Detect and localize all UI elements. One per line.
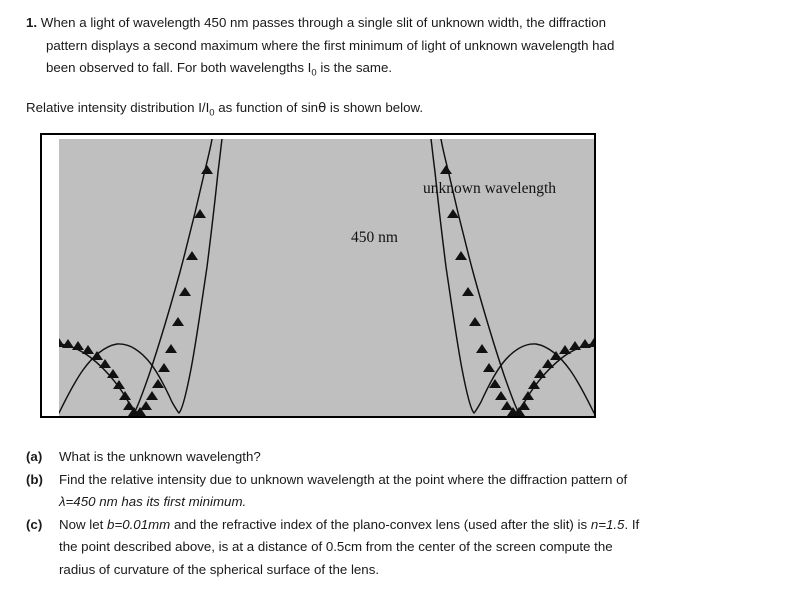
marker-triangle — [123, 401, 135, 410]
marker-triangle — [588, 338, 594, 347]
marker-triangle — [72, 341, 84, 350]
marker-triangle — [179, 287, 191, 296]
question-c: (c) Now let b=0.01mm and the refractive … — [26, 514, 776, 582]
marker-triangle — [501, 401, 513, 410]
problem-line-2: pattern displays a second maximum where … — [46, 37, 615, 53]
marker-triangle — [569, 341, 581, 350]
problem-statement: 1. When a light of wavelength 450 nm pas… — [26, 12, 766, 80]
marker-triangle — [99, 359, 111, 368]
marker-triangle — [550, 351, 562, 360]
marker-triangle — [165, 344, 177, 353]
diffraction-curves-svg — [59, 139, 594, 416]
question-a-tag: (a) — [26, 449, 43, 464]
curve-unknown-right — [440, 139, 594, 414]
problem-line-3-text-a: been observed to fall. For both waveleng… — [46, 60, 312, 76]
question-c-line-2: the point described above, is at a dista… — [59, 539, 613, 555]
curve-450nm-right — [430, 139, 594, 414]
marker-triangle — [528, 380, 540, 389]
marker-triangle — [522, 391, 534, 400]
curve-label-unknown-wavelength: unknown wavelength — [423, 180, 557, 197]
diffraction-figure: unknown wavelength 450 nm — [40, 133, 596, 418]
curve-unknown-left — [59, 139, 213, 414]
marker-triangle — [172, 317, 184, 326]
problem-line-3-text-b: is the same. — [316, 60, 393, 76]
marker-triangle — [119, 391, 131, 400]
curve-label-450nm: 450 nm — [351, 229, 398, 246]
marker-triangle — [82, 345, 94, 354]
marker-triangle — [518, 401, 530, 410]
question-b-line-2-text: λ=450 nm has its first minimum. — [59, 494, 247, 510]
question-b: (b) Find the relative intensity due to u… — [26, 469, 776, 514]
marker-triangle — [476, 344, 488, 353]
intro-text-b: as function of sin — [214, 100, 319, 115]
marker-triangle — [134, 407, 146, 416]
marker-triangle — [489, 379, 501, 388]
problem-line-1-text: When a light of wavelength 450 nm passes… — [40, 15, 607, 30]
intensity-intro-line: Relative intensity distribution I/I0 as … — [26, 98, 766, 119]
problem-line-3: been observed to fall. For both waveleng… — [26, 57, 766, 80]
problem-number: 1. — [26, 15, 38, 30]
marker-triangle — [507, 407, 519, 416]
marker-triangle — [140, 401, 152, 410]
marker-triangle — [146, 391, 158, 400]
marker-triangle — [194, 209, 206, 218]
i-zero-subscript: 0 — [311, 67, 317, 79]
problem-line-1: 1. When a light of wavelength 450 nm pas… — [26, 12, 766, 35]
marker-triangle — [495, 391, 507, 400]
marker-triangle — [152, 379, 164, 388]
question-c-line-1: Now let b=0.01mm and the refractive inde… — [59, 516, 640, 532]
marker-triangle — [579, 339, 591, 348]
question-c-tag: (c) — [26, 516, 43, 532]
marker-triangle — [542, 359, 554, 368]
question-c-line-3: radius of curvature of the spherical sur… — [59, 561, 380, 577]
curve-unknown-markers-left — [59, 165, 213, 416]
marker-triangle — [559, 345, 571, 354]
marker-triangle — [62, 339, 74, 348]
marker-triangle — [469, 317, 481, 326]
question-b-line-2: λ=450 nm has its first minimum. — [59, 491, 776, 514]
marker-triangle — [113, 380, 125, 389]
sub-questions: (a) What is the unknown wavelength? (b) … — [26, 446, 776, 582]
intro-text-a: Relative intensity distribution I/I — [26, 100, 210, 115]
marker-triangle — [91, 351, 103, 360]
question-b-line-1: Find the relative intensity due to unkno… — [59, 471, 628, 487]
question-a-line-1: What is the unknown wavelength? — [59, 449, 261, 464]
curve-450nm-left — [59, 139, 223, 414]
question-b-tag: (b) — [26, 471, 43, 487]
theta-symbol: θ — [318, 101, 327, 116]
marker-triangle — [440, 165, 452, 174]
intro-text-c: is shown below. — [326, 100, 424, 115]
marker-triangle — [201, 165, 213, 174]
marker-triangle — [483, 363, 495, 372]
marker-triangle — [107, 369, 119, 378]
question-a: (a) What is the unknown wavelength? — [26, 446, 776, 469]
curve-unknown-markers-right — [440, 165, 594, 416]
marker-triangle — [158, 363, 170, 372]
i-zero-subscript-2: 0 — [209, 107, 215, 119]
marker-triangle — [59, 338, 65, 347]
marker-triangle — [462, 287, 474, 296]
marker-triangle — [447, 209, 459, 218]
marker-triangle — [455, 251, 467, 260]
plot-area: unknown wavelength 450 nm — [59, 139, 594, 416]
marker-triangle — [186, 251, 198, 260]
marker-triangle — [534, 369, 546, 378]
